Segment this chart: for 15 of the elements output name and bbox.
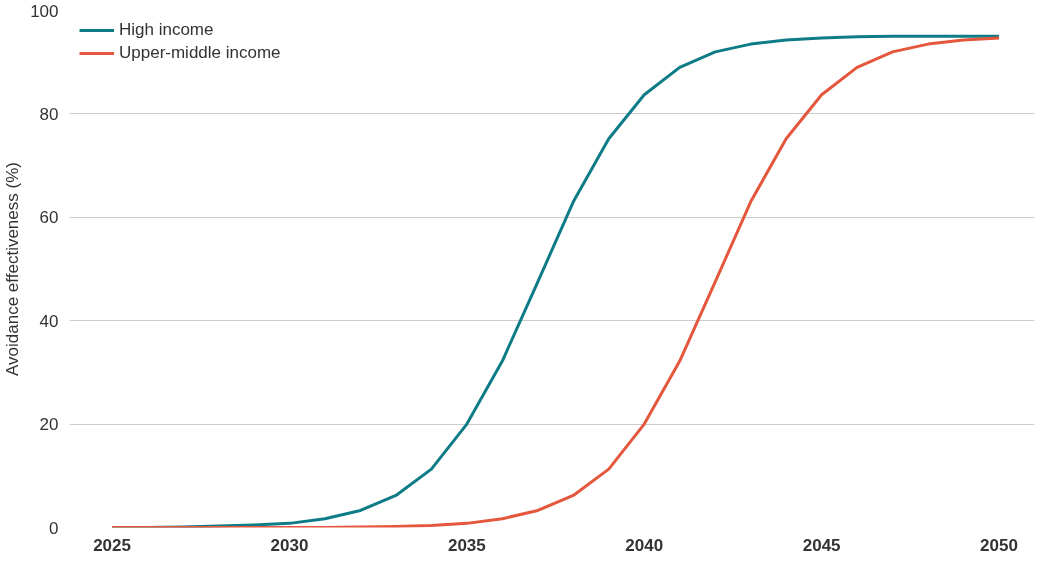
y-tick-label: 100 [30, 1, 59, 21]
x-tick-label: 2025 [93, 535, 131, 555]
y-axis-title: Avoidance effectiveness (%) [3, 162, 23, 376]
x-tick-label: 2040 [625, 535, 664, 555]
legend-label: High income [119, 20, 214, 40]
y-tick-label: 60 [39, 208, 59, 228]
x-tick-label: 2045 [802, 535, 841, 555]
y-tick-label: 20 [39, 415, 59, 435]
legend-label: Upper-middle income [119, 43, 281, 63]
x-tick-label: 2030 [270, 535, 309, 555]
x-tick-label: 2035 [447, 535, 486, 555]
y-tick-label: 40 [39, 311, 59, 331]
y-tick-label: 0 [49, 518, 59, 538]
y-tick-label: 80 [39, 104, 59, 124]
x-tick-label: 2050 [980, 535, 1018, 555]
